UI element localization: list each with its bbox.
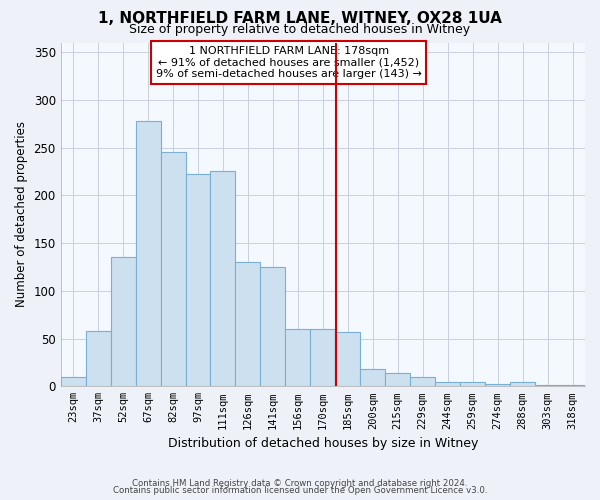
Bar bbox=[286, 329, 310, 386]
Bar bbox=[211, 172, 235, 386]
Bar bbox=[510, 382, 535, 386]
Bar bbox=[460, 382, 485, 386]
Bar bbox=[61, 377, 86, 386]
Bar bbox=[410, 377, 435, 386]
Bar bbox=[110, 258, 136, 386]
Bar bbox=[435, 382, 460, 386]
Text: 1, NORTHFIELD FARM LANE, WITNEY, OX28 1UA: 1, NORTHFIELD FARM LANE, WITNEY, OX28 1U… bbox=[98, 11, 502, 26]
Bar bbox=[335, 332, 360, 386]
Bar bbox=[185, 174, 211, 386]
Text: Contains public sector information licensed under the Open Government Licence v3: Contains public sector information licen… bbox=[113, 486, 487, 495]
X-axis label: Distribution of detached houses by size in Witney: Distribution of detached houses by size … bbox=[167, 437, 478, 450]
Bar bbox=[136, 121, 161, 386]
Bar bbox=[161, 152, 185, 386]
Bar bbox=[235, 262, 260, 386]
Text: Size of property relative to detached houses in Witney: Size of property relative to detached ho… bbox=[130, 22, 470, 36]
Bar bbox=[360, 369, 385, 386]
Bar bbox=[485, 384, 510, 386]
Bar bbox=[310, 329, 335, 386]
Text: Contains HM Land Registry data © Crown copyright and database right 2024.: Contains HM Land Registry data © Crown c… bbox=[132, 478, 468, 488]
Bar bbox=[385, 373, 410, 386]
Y-axis label: Number of detached properties: Number of detached properties bbox=[15, 122, 28, 308]
Bar bbox=[260, 267, 286, 386]
Text: 1 NORTHFIELD FARM LANE: 178sqm
← 91% of detached houses are smaller (1,452)
9% o: 1 NORTHFIELD FARM LANE: 178sqm ← 91% of … bbox=[156, 46, 422, 79]
Bar bbox=[86, 331, 110, 386]
